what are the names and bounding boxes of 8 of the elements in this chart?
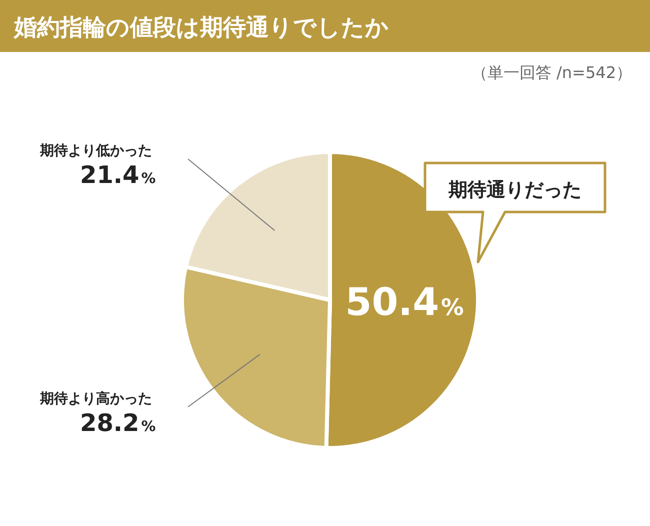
data-label: 21.4%	[80, 161, 156, 190]
data-label: 50.4%	[345, 280, 464, 324]
chart-subtitle: （単一回答 /n=542）	[471, 63, 632, 82]
data-label: 28.2%	[80, 408, 156, 437]
chart-title: 婚約指輪の値段は期待通りでしたか	[13, 15, 389, 41]
slice-label: 期待通りだった	[448, 179, 582, 201]
slice-label: 期待より低かった	[39, 143, 152, 160]
slice-label: 期待より高かった	[39, 390, 152, 407]
